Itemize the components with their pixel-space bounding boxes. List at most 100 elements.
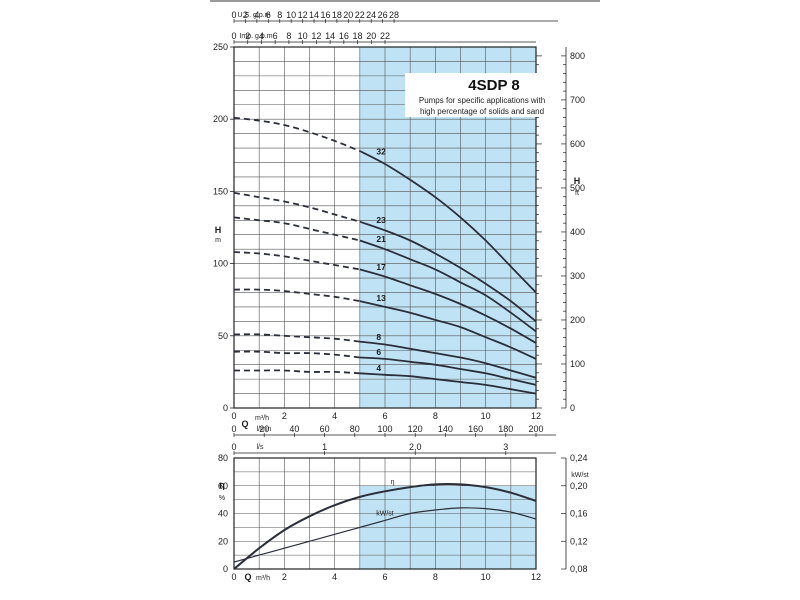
efficiency-axis-label: η (219, 480, 225, 490)
flow-tick-label-lmin: 80 (350, 424, 360, 434)
head-right-tick-label: 800 (570, 51, 585, 61)
chart-subtitle-line-2: high percentage of solids and sand (420, 107, 544, 116)
flow-axis-unit-lmin: l/min (257, 426, 272, 433)
flow-tick-label-imp-gpm: 16 (339, 31, 349, 41)
head-curve-label: 23 (376, 215, 386, 225)
efficiency-curves: η kW/st (233, 479, 537, 570)
head-left-tick-label: 0 (223, 403, 228, 413)
head-curve-solid-32 (359, 150, 537, 294)
flow-tick-label-us-gpm: 8 (277, 10, 282, 20)
flow-tick-label-us-gpm: 12 (298, 10, 308, 20)
flow-axis-label: Q (241, 419, 248, 429)
left-axis-label: H (215, 225, 222, 235)
flow-axis-unit-m3h: m³/h (255, 415, 269, 422)
flow-axis-unit-imp-gpm: Imp. g.p.m (239, 33, 272, 40)
flow-tick-label-lmin: 100 (377, 424, 392, 434)
flow-axis-unit-ls: l/s (257, 444, 265, 451)
flow-tick-label-lmin: 40 (289, 424, 299, 434)
flow-tick-label-m3h: 2 (282, 411, 287, 421)
flow-tick-label-lmin: 160 (468, 424, 483, 434)
efficiency-left-tick-label: 60 (218, 481, 228, 491)
left-axis-unit: m (215, 237, 221, 244)
flow-tick-label-ls: 3 (503, 442, 508, 452)
flow-tick-label-m3h: 10 (481, 411, 491, 421)
flow-tick-label-ls: 0 (231, 442, 236, 452)
efficiency-chart: η kW/st 0 20 40 60 80 0,08 0,12 0,16 0,20 0,24 0 2… (218, 453, 589, 582)
head-curve-label: 17 (376, 262, 386, 272)
efficiency-x-tick-label: 8 (433, 572, 438, 582)
flow-tick-label-us-gpm: 10 (286, 10, 296, 20)
efficiency-x-tick-label: 0 (231, 572, 236, 582)
efficiency-curve (233, 483, 537, 570)
head-right-tick-label: 0 (570, 403, 575, 413)
efficiency-left-ticks: 0 20 40 60 80 (218, 453, 228, 574)
power-curve (233, 507, 537, 563)
flow-tick-label-lmin: 60 (320, 424, 330, 434)
flow-tick-label-us-gpm: 18 (332, 10, 342, 20)
head-left-tick-label: 150 (213, 186, 228, 196)
head-curve-dashed-8 (233, 333, 360, 343)
flow-tick-label-imp-gpm: 4 (259, 31, 264, 41)
flow-tick-label-imp-gpm: 12 (311, 31, 321, 41)
flow-tick-label-ls: 2,0 (409, 442, 422, 452)
head-curve-label: 8 (376, 332, 381, 342)
head-curve-dashed-23 (233, 191, 361, 223)
flow-tick-label-imp-gpm: 10 (298, 31, 308, 41)
head-curve-solid-23 (359, 220, 537, 323)
power-right-ticks: 0,08 0,12 0,16 0,20 0,24 (561, 453, 588, 574)
flow-tick-label-m3h: 12 (531, 411, 541, 421)
head-right-tick-label: 500 (570, 183, 585, 193)
flow-tick-label-us-gpm: 14 (309, 10, 319, 20)
flow-axis-unit-us-gpm: U.S. g.p.m (237, 12, 270, 19)
head-curve-solid-17 (359, 268, 537, 344)
efficiency-x-tick-label: 12 (531, 572, 541, 582)
power-right-tick-label: 0,24 (570, 453, 588, 463)
efficiency-x-tick-label: 2 (282, 572, 287, 582)
flow-tick-label-imp-gpm: 2 (245, 31, 250, 41)
head-curve-label: 32 (376, 146, 386, 156)
flow-tick-label-us-gpm: 16 (320, 10, 330, 20)
efficiency-flow-axis-label: Q (244, 572, 251, 582)
head-curve-solid-8 (359, 340, 537, 379)
efficiency-x-tick-label: 10 (481, 572, 491, 582)
flow-tick-label-lmin: 200 (528, 424, 543, 434)
efficiency-x-ticks: 0 2 4 6 8 10 12 (231, 572, 541, 582)
head-left-tick-label: 250 (213, 42, 228, 52)
power-right-tick-label: 0,12 (570, 536, 588, 546)
flow-tick-label-imp-gpm: 0 (231, 31, 236, 41)
head-curve-dashed-17 (233, 251, 360, 271)
flow-tick-label-lmin: 0 (231, 424, 236, 434)
flow-tick-label-imp-gpm: 22 (380, 31, 390, 41)
head-curve-dashed-21 (233, 216, 361, 242)
flow-tick-label-imp-gpm: 20 (366, 31, 376, 41)
flow-tick-label-m3h: 8 (433, 411, 438, 421)
power-curve-label: kW/st (376, 510, 394, 517)
head-curve-dashed-6 (233, 350, 360, 359)
power-right-tick-label: 0,08 (570, 564, 588, 574)
head-left-ticks: 0 50 100 150 200 250 (213, 42, 234, 413)
head-curves (233, 116, 537, 395)
head-curve-label: 13 (376, 293, 386, 303)
head-right-ticks: 0 100 200 300 400 500 600 700 800 (536, 47, 585, 413)
efficiency-x-tick-label: 4 (332, 572, 337, 582)
head-right-tick-label: 700 (570, 95, 585, 105)
head-curve-dashed-32 (233, 116, 361, 152)
flow-tick-label-imp-gpm: 6 (273, 31, 278, 41)
head-curve-label: 21 (376, 234, 386, 244)
flow-tick-label-m3h: 6 (382, 411, 387, 421)
flow-tick-label-us-gpm: 4 (254, 10, 259, 20)
flow-tick-label-ls: 1 (322, 442, 327, 452)
efficiency-frame (233, 457, 537, 570)
flow-tick-label-us-gpm: 24 (366, 10, 376, 20)
flow-tick-label-m3h: 0 (231, 411, 236, 421)
flow-tick-label-us-gpm: 26 (378, 10, 388, 20)
flow-tick-label-lmin: 20 (259, 424, 269, 434)
head-curve-solid-4 (359, 372, 537, 395)
efficiency-left-tick-label: 20 (218, 536, 228, 546)
flow-tick-label-imp-gpm: 14 (325, 31, 335, 41)
efficiency-left-tick-label: 0 (223, 564, 228, 574)
flow-tick-label-us-gpm: 2 (243, 10, 248, 20)
flow-axes: 0 2 4 6 8 10 12 14 16 18 20 22 24 26 28U.S. g.p.m0 2 4 6 8… (231, 10, 558, 455)
right-axis-label: H (574, 176, 581, 186)
